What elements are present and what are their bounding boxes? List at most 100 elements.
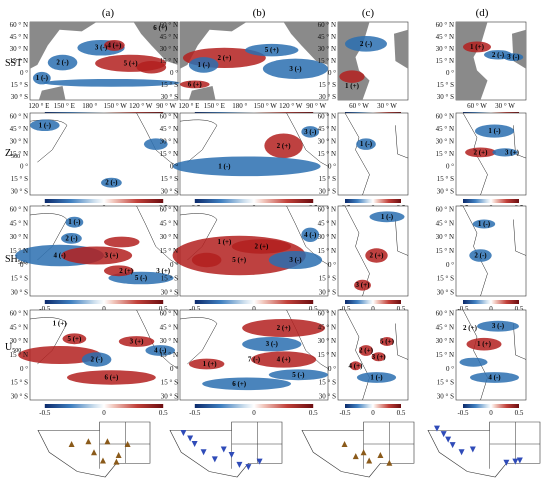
lat-tick: 15 ° N: [160, 57, 178, 65]
station-triangle-down: [503, 459, 510, 466]
lat-tick: 15 ° N: [318, 247, 336, 255]
land-asia: [30, 22, 97, 69]
lat-tick: 45 ° N: [436, 125, 454, 133]
lat-tick: 15 ° N: [10, 150, 28, 158]
anomaly-region-1: [172, 156, 321, 177]
anomaly-region-1: [188, 57, 219, 73]
map-panel-b1: 1 (-) 2 (+) 3 (-) 5 (+) 6 (+) 60 ° N 45 ° N 30 …: [160, 21, 329, 125]
coastline-africa: [395, 125, 409, 159]
region-label: 3 (+): [104, 252, 119, 260]
colorbar-tick: 0.5: [515, 305, 524, 313]
region-label: 3 (-): [266, 340, 279, 348]
map-panel-a3: 1 (-)2 (-)3 (+)4 (-)5 (-)2 (+) 3 (+)60 ° …: [10, 206, 179, 313]
anomaly-region-2: [118, 336, 155, 347]
region-label: 3 (-): [304, 128, 317, 136]
region-label: 1 (-): [360, 140, 373, 148]
region-label: 4 (+): [349, 362, 364, 370]
lat-tick: 30 ° S: [11, 93, 28, 101]
lat-tick: 30 ° N: [436, 45, 454, 53]
station-triangle-down: [440, 431, 447, 438]
lat-tick: 30 ° S: [161, 288, 178, 296]
colorbar: [194, 404, 314, 408]
lat-tick: 45 ° N: [318, 219, 336, 227]
station-triangle-down: [458, 449, 465, 456]
anomaly-region-1: [268, 251, 323, 269]
station-triangle-down: [445, 436, 452, 443]
map-frame: [179, 112, 329, 196]
lat-tick: 60 ° N: [10, 21, 28, 29]
anomaly-region-4: [180, 80, 210, 89]
lat-tick: 60 ° N: [318, 206, 336, 214]
lat-tick: 15 ° S: [161, 81, 178, 89]
lon-tick: 30 ° W: [495, 102, 515, 110]
station-triangle-down: [433, 425, 440, 432]
lat-tick: 45 ° N: [160, 33, 178, 41]
station-triangle-up: [104, 438, 111, 445]
anomaly-region-0: [30, 119, 60, 132]
station-triangle-down: [200, 449, 207, 456]
anomaly-region-2: [503, 53, 524, 61]
lat-tick: 0 °: [328, 69, 336, 77]
colorbar: [463, 300, 519, 304]
lat-tick: 30 ° N: [318, 137, 336, 145]
station-triangle-down: [220, 446, 227, 453]
colorbar: [463, 404, 519, 408]
region-label: 2 (-): [360, 40, 373, 48]
lat-tick: 45 ° N: [160, 219, 178, 227]
lat-tick: 45 ° N: [436, 323, 454, 331]
map-panel-d4: 1 (+) 2 (+) 3 (-) 4 (-) 60 ° N 45 ° N 30 ° N 15…: [436, 310, 527, 417]
anomaly-region-5: [268, 369, 328, 381]
anomaly-region-0: [369, 211, 405, 223]
lat-tick: 15 ° S: [319, 275, 336, 283]
anomaly-region-6: [43, 78, 180, 87]
lat-tick: 30 ° S: [437, 288, 454, 296]
anomaly-region-1: [81, 352, 112, 367]
region-label: 3 (-): [492, 322, 505, 330]
land-australia: [188, 85, 216, 100]
anomaly-region-5: [136, 61, 167, 74]
lat-tick: 45 ° N: [10, 125, 28, 133]
lat-tick: 0 °: [170, 163, 178, 171]
station-triangle-up: [352, 453, 359, 460]
map-panel-c3: 1 (-) 2 (+) 3 (+) 60 ° N 45 ° N 30 ° N 15 ° N 0…: [318, 206, 409, 313]
anomaly-region-3: [459, 357, 488, 367]
anomaly-region-2: [65, 216, 84, 228]
map-panel-c2: 1 (-) 60 ° N 45 ° N 30 ° N 15 ° N 0 ° 15 ° S 30…: [318, 112, 409, 212]
map-panel-a4: 1 (+) 2 (-) 3 (+) 4 (-) 5 (+) 6 (+) 60 ° N 45 °…: [10, 310, 179, 417]
lat-tick: 30 ° S: [437, 188, 454, 196]
lat-tick: 45 ° N: [160, 125, 178, 133]
station-triangle-up: [68, 441, 75, 447]
lat-tick: 15 ° S: [161, 275, 178, 283]
region-label: 4 (-): [304, 231, 317, 239]
region-label: 1 (-): [68, 218, 81, 226]
lon-tick: 60 ° W: [467, 102, 487, 110]
coastline-asia: [29, 317, 68, 365]
region-label: 4 (-): [53, 252, 66, 260]
region-label: 3 (-): [289, 256, 302, 264]
lat-tick: 30 ° S: [319, 392, 336, 400]
region-label: 1 (+): [203, 360, 218, 368]
region-label: 3 (+): [356, 281, 371, 289]
region-map-1: [169, 421, 283, 478]
anomaly-region-4: [104, 39, 125, 51]
lat-tick: 15 ° S: [437, 175, 454, 183]
anomaly-region-2: [101, 177, 122, 188]
region-label: 4 (+): [107, 41, 122, 49]
anomaly-region-0: [345, 36, 387, 52]
lat-tick: 45 ° N: [318, 33, 336, 41]
region-label: 5 (+): [124, 59, 139, 67]
region-label: 7 (-): [248, 356, 261, 364]
map-frame: [337, 112, 409, 196]
anomaly-region-1: [47, 54, 78, 71]
map-panel-d1: 1 (+) 2 (-) 3 (-) 60 ° N 45 ° N 30 ° N 15 ° N 0…: [436, 21, 527, 125]
land-americas: [456, 22, 488, 100]
lat-tick: 15 ° S: [437, 275, 454, 283]
colorbar: [44, 404, 164, 408]
colorbar: [463, 199, 519, 203]
anomaly-region-0: [18, 346, 102, 364]
lat-tick: 15 ° N: [160, 351, 178, 359]
lat-tick: 0 °: [446, 261, 454, 269]
lon-tick: 60 ° W: [349, 102, 369, 110]
station-triangle-down: [245, 464, 252, 471]
lat-tick: 15 ° S: [319, 81, 336, 89]
